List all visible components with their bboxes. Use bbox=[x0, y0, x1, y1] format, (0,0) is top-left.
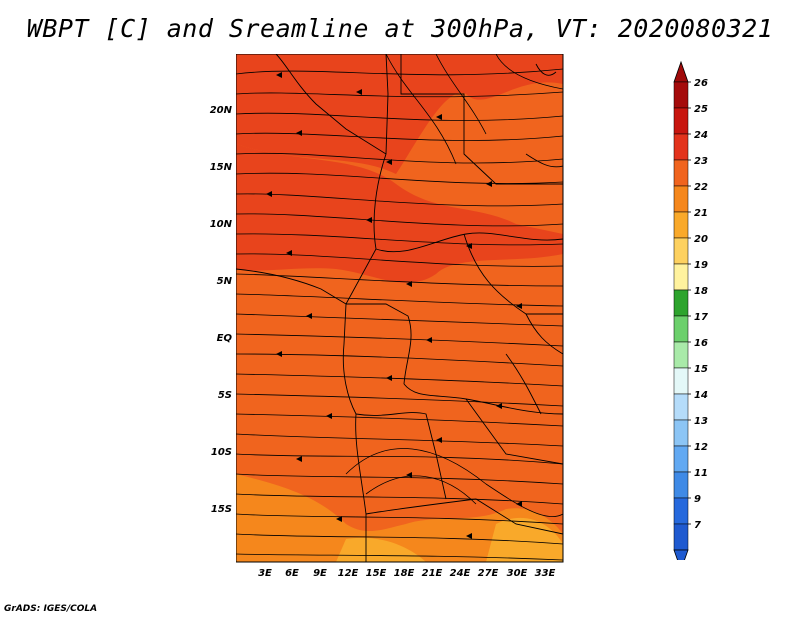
colorbar-segment bbox=[673, 315, 689, 343]
colorbar-segment bbox=[673, 107, 689, 135]
colorbar-segment bbox=[673, 185, 689, 213]
colorbar-segment bbox=[673, 497, 689, 525]
lon-label: 9E bbox=[313, 568, 327, 579]
colorbar-segment bbox=[673, 289, 689, 317]
lon-label: 33E bbox=[535, 568, 556, 579]
lon-label: 15E bbox=[366, 568, 387, 579]
warm-region-band bbox=[236, 144, 563, 283]
lat-label: 10S bbox=[211, 447, 232, 458]
lat-label: 15S bbox=[211, 504, 232, 515]
colorbar-label: 16 bbox=[694, 338, 708, 349]
colorbar-segment bbox=[673, 445, 689, 473]
colorbar-segment bbox=[673, 419, 689, 447]
colorbar-label: 24 bbox=[694, 130, 708, 141]
colorbar-label: 23 bbox=[694, 156, 708, 167]
colorbar-segment bbox=[673, 237, 689, 265]
colorbar-segment bbox=[673, 393, 689, 421]
colorbar-label: 13 bbox=[694, 416, 708, 427]
lon-label: 12E bbox=[338, 568, 359, 579]
lat-axis: 20N 15N 10N 5N EQ 5S 10S 15S bbox=[210, 105, 233, 515]
colorbar-label: 9 bbox=[694, 494, 701, 505]
lon-label: 30E bbox=[507, 568, 528, 579]
lat-label: 15N bbox=[210, 162, 233, 173]
colorbar-label: 7 bbox=[694, 520, 701, 531]
grads-credit: GrADS: IGES/COLA bbox=[4, 604, 98, 614]
colorbar-segment bbox=[673, 523, 689, 551]
streamline-arrows bbox=[266, 72, 522, 539]
colorbar-label: 21 bbox=[694, 208, 708, 219]
lon-axis: 3E 6E 9E 12E 15E 18E 21E 24E 27E 30E 33E bbox=[258, 568, 556, 579]
country-borders bbox=[236, 54, 563, 562]
colorbar-segment bbox=[673, 133, 689, 161]
lon-label: 27E bbox=[478, 568, 499, 579]
lat-label: 20N bbox=[210, 105, 233, 116]
colorbar: 26 25 24 23 22 21 20 19 18 17 16 15 14 13 12 11 9 7 bbox=[673, 60, 708, 560]
colorbar-top-arrow bbox=[673, 60, 689, 83]
chart-title: WBPT [C] and Sreamline at 300hPa, VT: 20… bbox=[26, 14, 774, 43]
colorbar-segment bbox=[673, 81, 689, 109]
lat-label: EQ bbox=[217, 333, 233, 344]
lon-label: 21E bbox=[422, 568, 443, 579]
colorbar-label: 11 bbox=[694, 468, 708, 479]
colorbar-label: 14 bbox=[694, 390, 708, 401]
colorbar-segment bbox=[673, 159, 689, 187]
map-frame bbox=[236, 54, 564, 563]
colorbar-segment bbox=[673, 367, 689, 395]
colorbar-label: 26 bbox=[694, 78, 708, 89]
coolest-region-southeast bbox=[486, 517, 563, 562]
colorbar-label: 15 bbox=[694, 364, 708, 375]
lon-label: 24E bbox=[450, 568, 471, 579]
colorbar-label: 25 bbox=[694, 104, 708, 115]
colorbar-label: 20 bbox=[694, 234, 708, 245]
colorbar-label: 18 bbox=[694, 286, 708, 297]
colorbar-segment bbox=[673, 341, 689, 369]
colorbar-label: 12 bbox=[694, 442, 708, 453]
colorbar-segment bbox=[673, 263, 689, 291]
warm-region-north bbox=[236, 54, 563, 174]
colorbar-bottom-arrow bbox=[673, 549, 689, 560]
lat-label: 5N bbox=[217, 276, 233, 287]
colorbar-segment bbox=[673, 471, 689, 499]
colorbar-segment bbox=[673, 211, 689, 239]
lat-label: 10N bbox=[210, 219, 233, 230]
lon-label: 18E bbox=[394, 568, 415, 579]
colorbar-label: 17 bbox=[694, 312, 708, 323]
lon-label: 3E bbox=[258, 568, 272, 579]
colorbar-label: 22 bbox=[694, 182, 708, 193]
colorbar-label: 19 bbox=[694, 260, 708, 271]
map-panel bbox=[236, 54, 564, 563]
lat-label: 5S bbox=[218, 390, 232, 401]
lon-label: 6E bbox=[285, 568, 299, 579]
